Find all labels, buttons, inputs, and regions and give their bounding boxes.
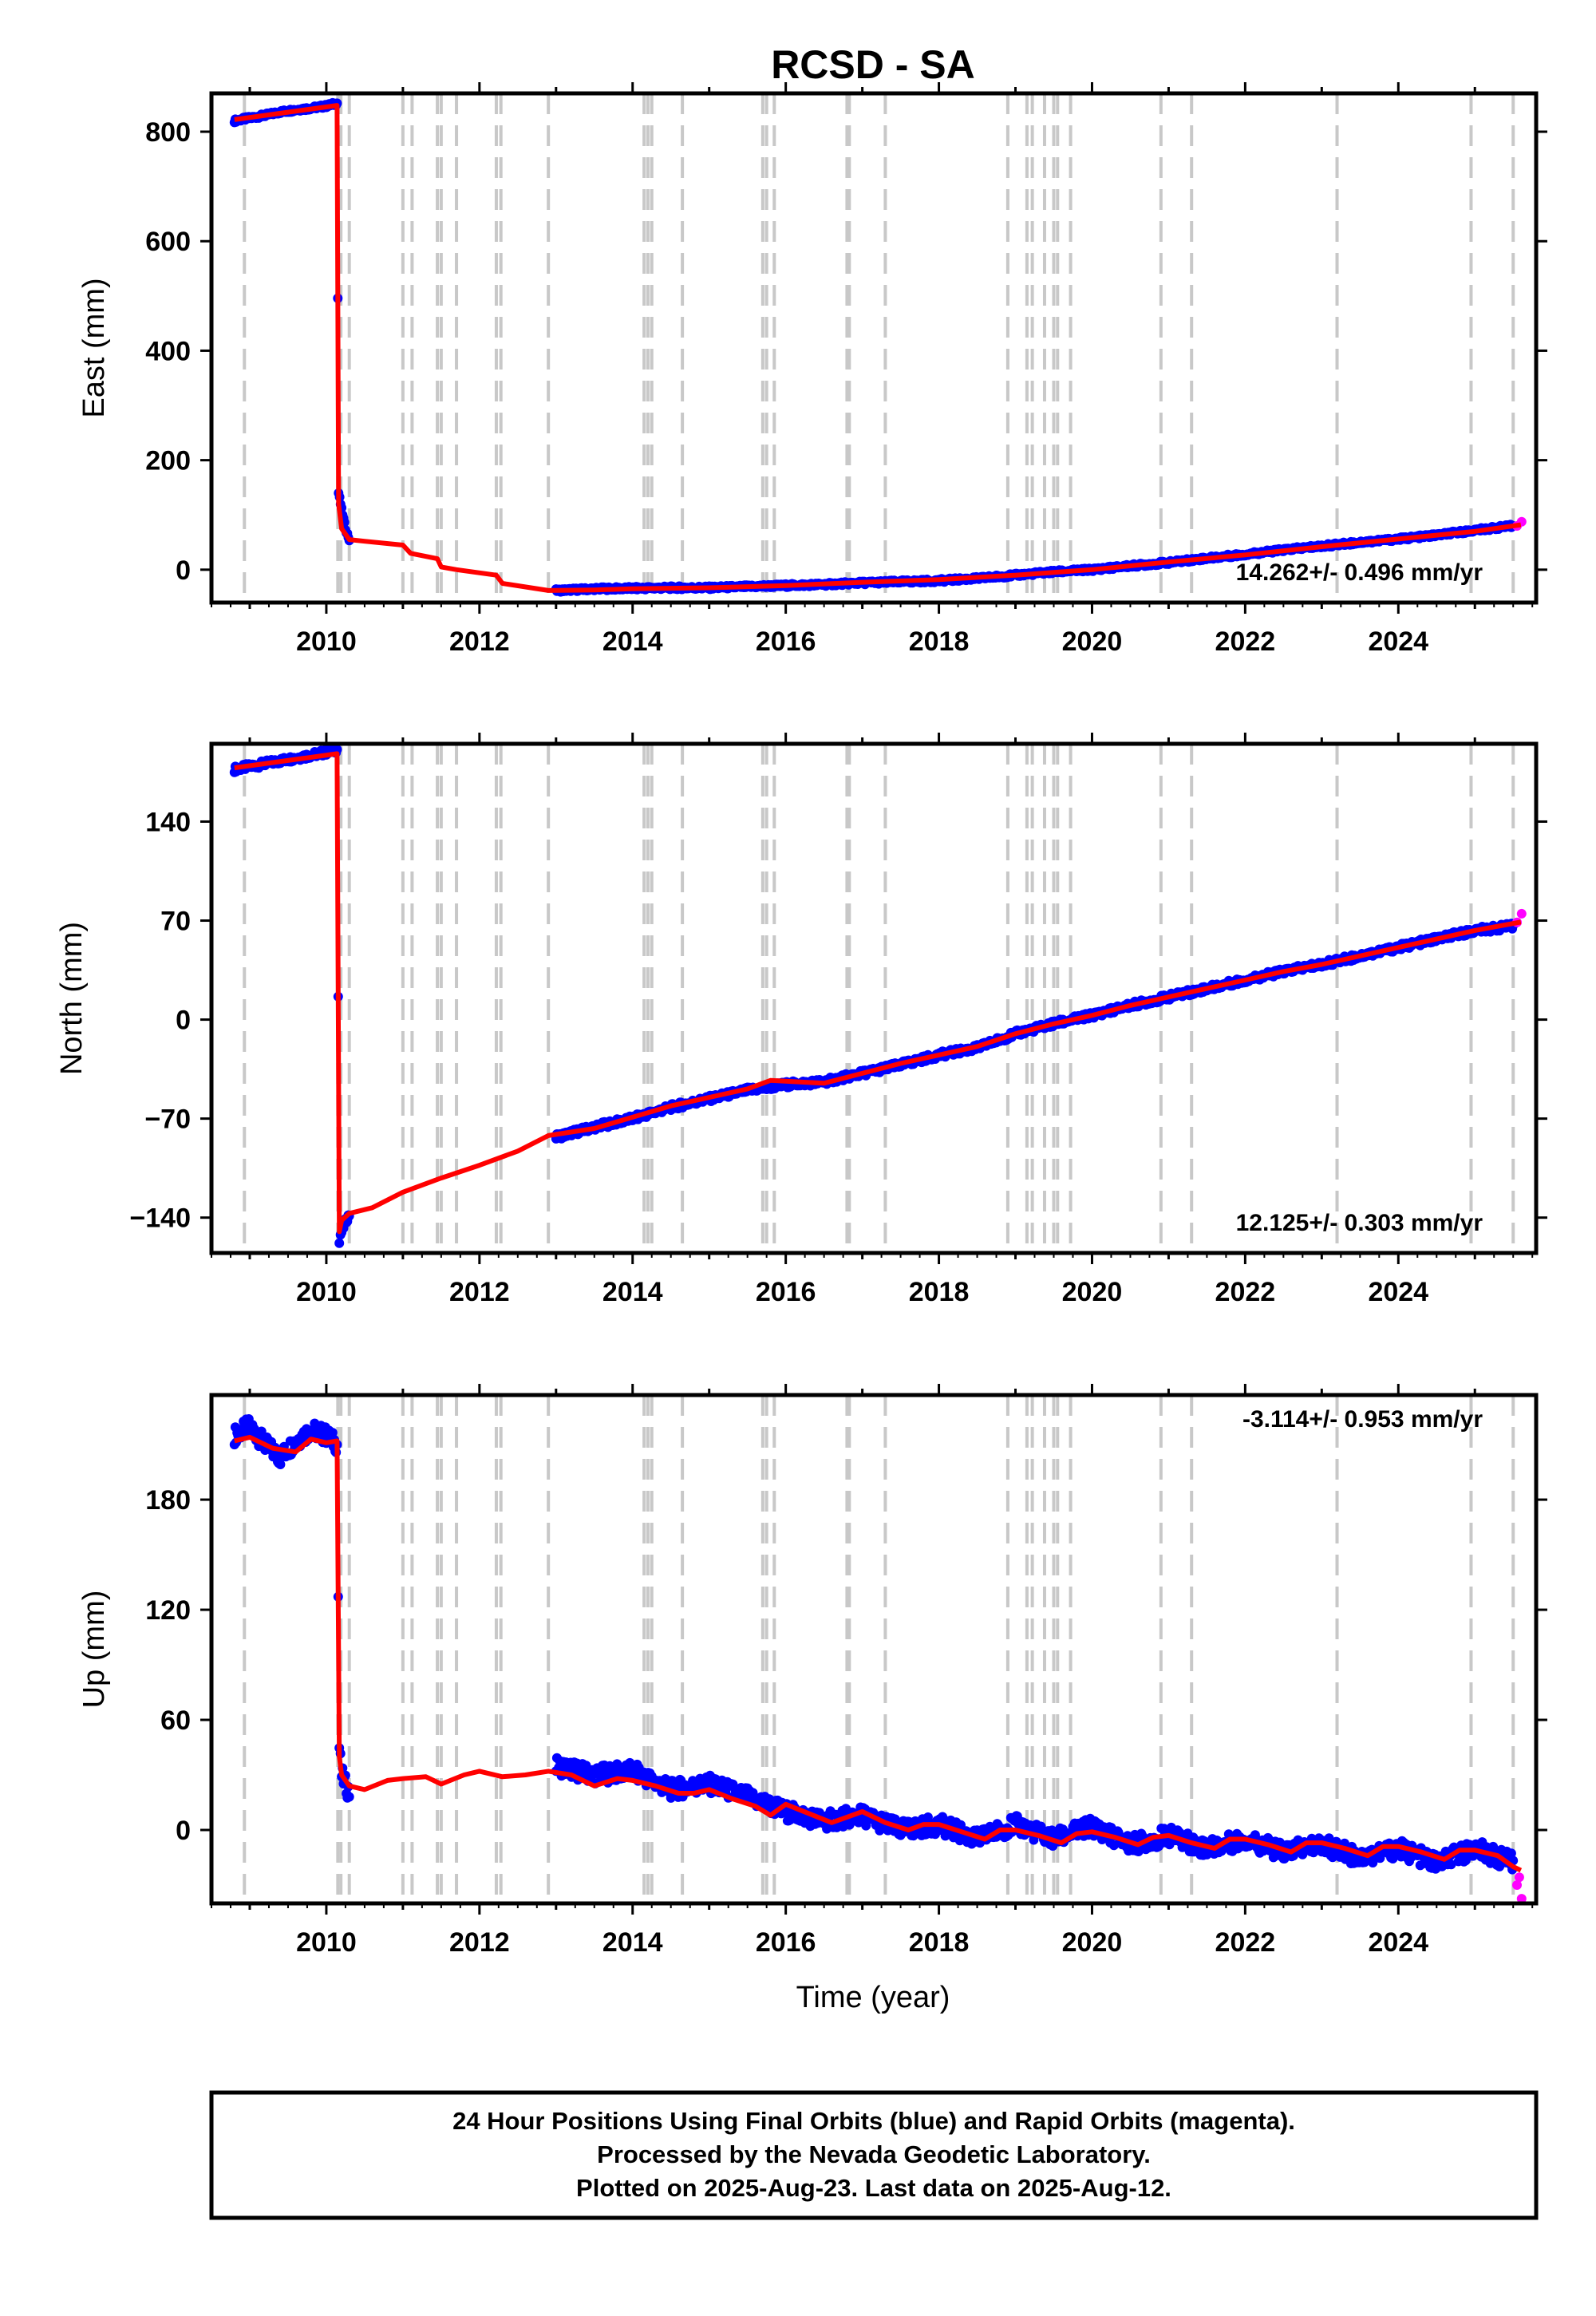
plot-area [229,1395,1527,1903]
rapid-orbit-point [1516,908,1527,919]
x-tick-label: 2012 [449,1927,510,1958]
model-line [234,103,1522,593]
y-tick-label: 120 [145,1595,191,1626]
x-tick-label: 2020 [1062,626,1123,657]
x-tick-label: 2020 [1062,1927,1123,1958]
panel-frame [209,1393,1539,1906]
x-tick-label: 2022 [1215,1277,1276,1307]
rapid-orbit-point [1514,1872,1524,1883]
x-tick-label: 2014 [602,1927,663,1958]
y-axis-label: Up (mm) [77,1591,111,1709]
x-tick-label: 2018 [909,1927,970,1958]
x-tick-label: 2012 [449,626,510,657]
x-tick-label: 2018 [909,1277,970,1307]
footer-line-1: 24 Hour Positions Using Final Orbits (bl… [452,2107,1295,2135]
y-axis-label: North (mm) [55,922,89,1075]
y-tick-label: 140 [145,807,191,837]
footer-frame [209,2090,1539,2220]
x-tick-label: 2014 [602,626,663,657]
panel-frame [209,91,1539,605]
y-tick-label: 70 [160,907,191,937]
final-orbit-point [1279,1854,1290,1863]
north-panel: 2010 2012 2014 2016 2018 2020 2022 2024 −140 −70 0… [55,733,1547,1307]
final-orbit-point [861,1820,871,1831]
velocity-label: 14.262+/- 0.496 mm/yr [1236,559,1483,586]
footer-line-3: Plotted on 2025-Aug-23. Last data on 202… [576,2174,1171,2202]
y-tick-label: −70 [144,1105,191,1135]
y-tick-label: 0 [176,555,191,586]
model-line [234,751,1522,1235]
plot-area [229,93,1527,603]
y-tick-label: 180 [145,1485,191,1516]
x-tick-label: 2024 [1368,1927,1428,1958]
x-tick-label: 2010 [296,1277,357,1307]
rapid-orbit-point [1512,1880,1522,1890]
y-tick-label: 0 [176,1816,191,1846]
x-tick-label: 2016 [756,1277,816,1307]
x-tick-label: 2018 [909,626,970,657]
footer-box: 24 Hour Positions Using Final Orbits (bl… [209,2090,1539,2220]
y-tick-label: 800 [145,117,191,148]
y-tick-label: 60 [160,1705,191,1736]
final-orbit-point [1446,1860,1456,1870]
final-orbit-point [1133,1847,1144,1856]
x-tick-label: 2016 [756,626,816,657]
y-tick-label: 600 [145,227,191,257]
y-tick-label: 0 [176,1006,191,1036]
final-orbit-point [1506,1848,1516,1859]
x-tick-label: 2014 [602,1277,663,1307]
final-orbit-point [334,1238,345,1248]
rapid-orbit-point [1516,1894,1527,1903]
panel-frame [209,741,1539,1255]
y-tick-label: 200 [145,446,191,476]
up-panel: 2010 2012 2014 2016 2018 2020 2022 2024 0 60 120 18… [77,1384,1547,1958]
chart-title: RCSD - SA [771,42,975,87]
final-orbit-point [275,1460,286,1469]
x-tick-label: 2016 [756,1927,816,1958]
x-tick-label: 2010 [296,1927,357,1958]
y-tick-label: −140 [129,1203,191,1234]
footer-line-2: Processed by the Nevada Geodetic Laborat… [597,2140,1151,2168]
x-tick-label: 2022 [1215,626,1276,657]
velocity-label: 12.125+/- 0.303 mm/yr [1236,1210,1483,1236]
velocity-label: -3.114+/- 0.953 mm/yr [1242,1406,1483,1433]
x-tick-label: 2024 [1368,626,1428,657]
x-tick-label: 2012 [449,1277,510,1307]
x-axis-label: Time (year) [796,1981,950,2014]
x-tick-label: 2022 [1215,1927,1276,1958]
y-tick-label: 400 [145,336,191,366]
x-tick-label: 2010 [296,626,357,657]
final-orbit-point [344,1792,354,1802]
x-tick-label: 2024 [1368,1277,1428,1307]
plot-area [229,744,1527,1253]
model-line [234,1434,1523,1873]
y-axis-label: East (mm) [77,278,111,417]
x-tick-label: 2020 [1062,1277,1123,1307]
east-panel: 2010 2012 2014 2016 2018 2020 2022 2024 0 200 400 6… [77,82,1547,657]
